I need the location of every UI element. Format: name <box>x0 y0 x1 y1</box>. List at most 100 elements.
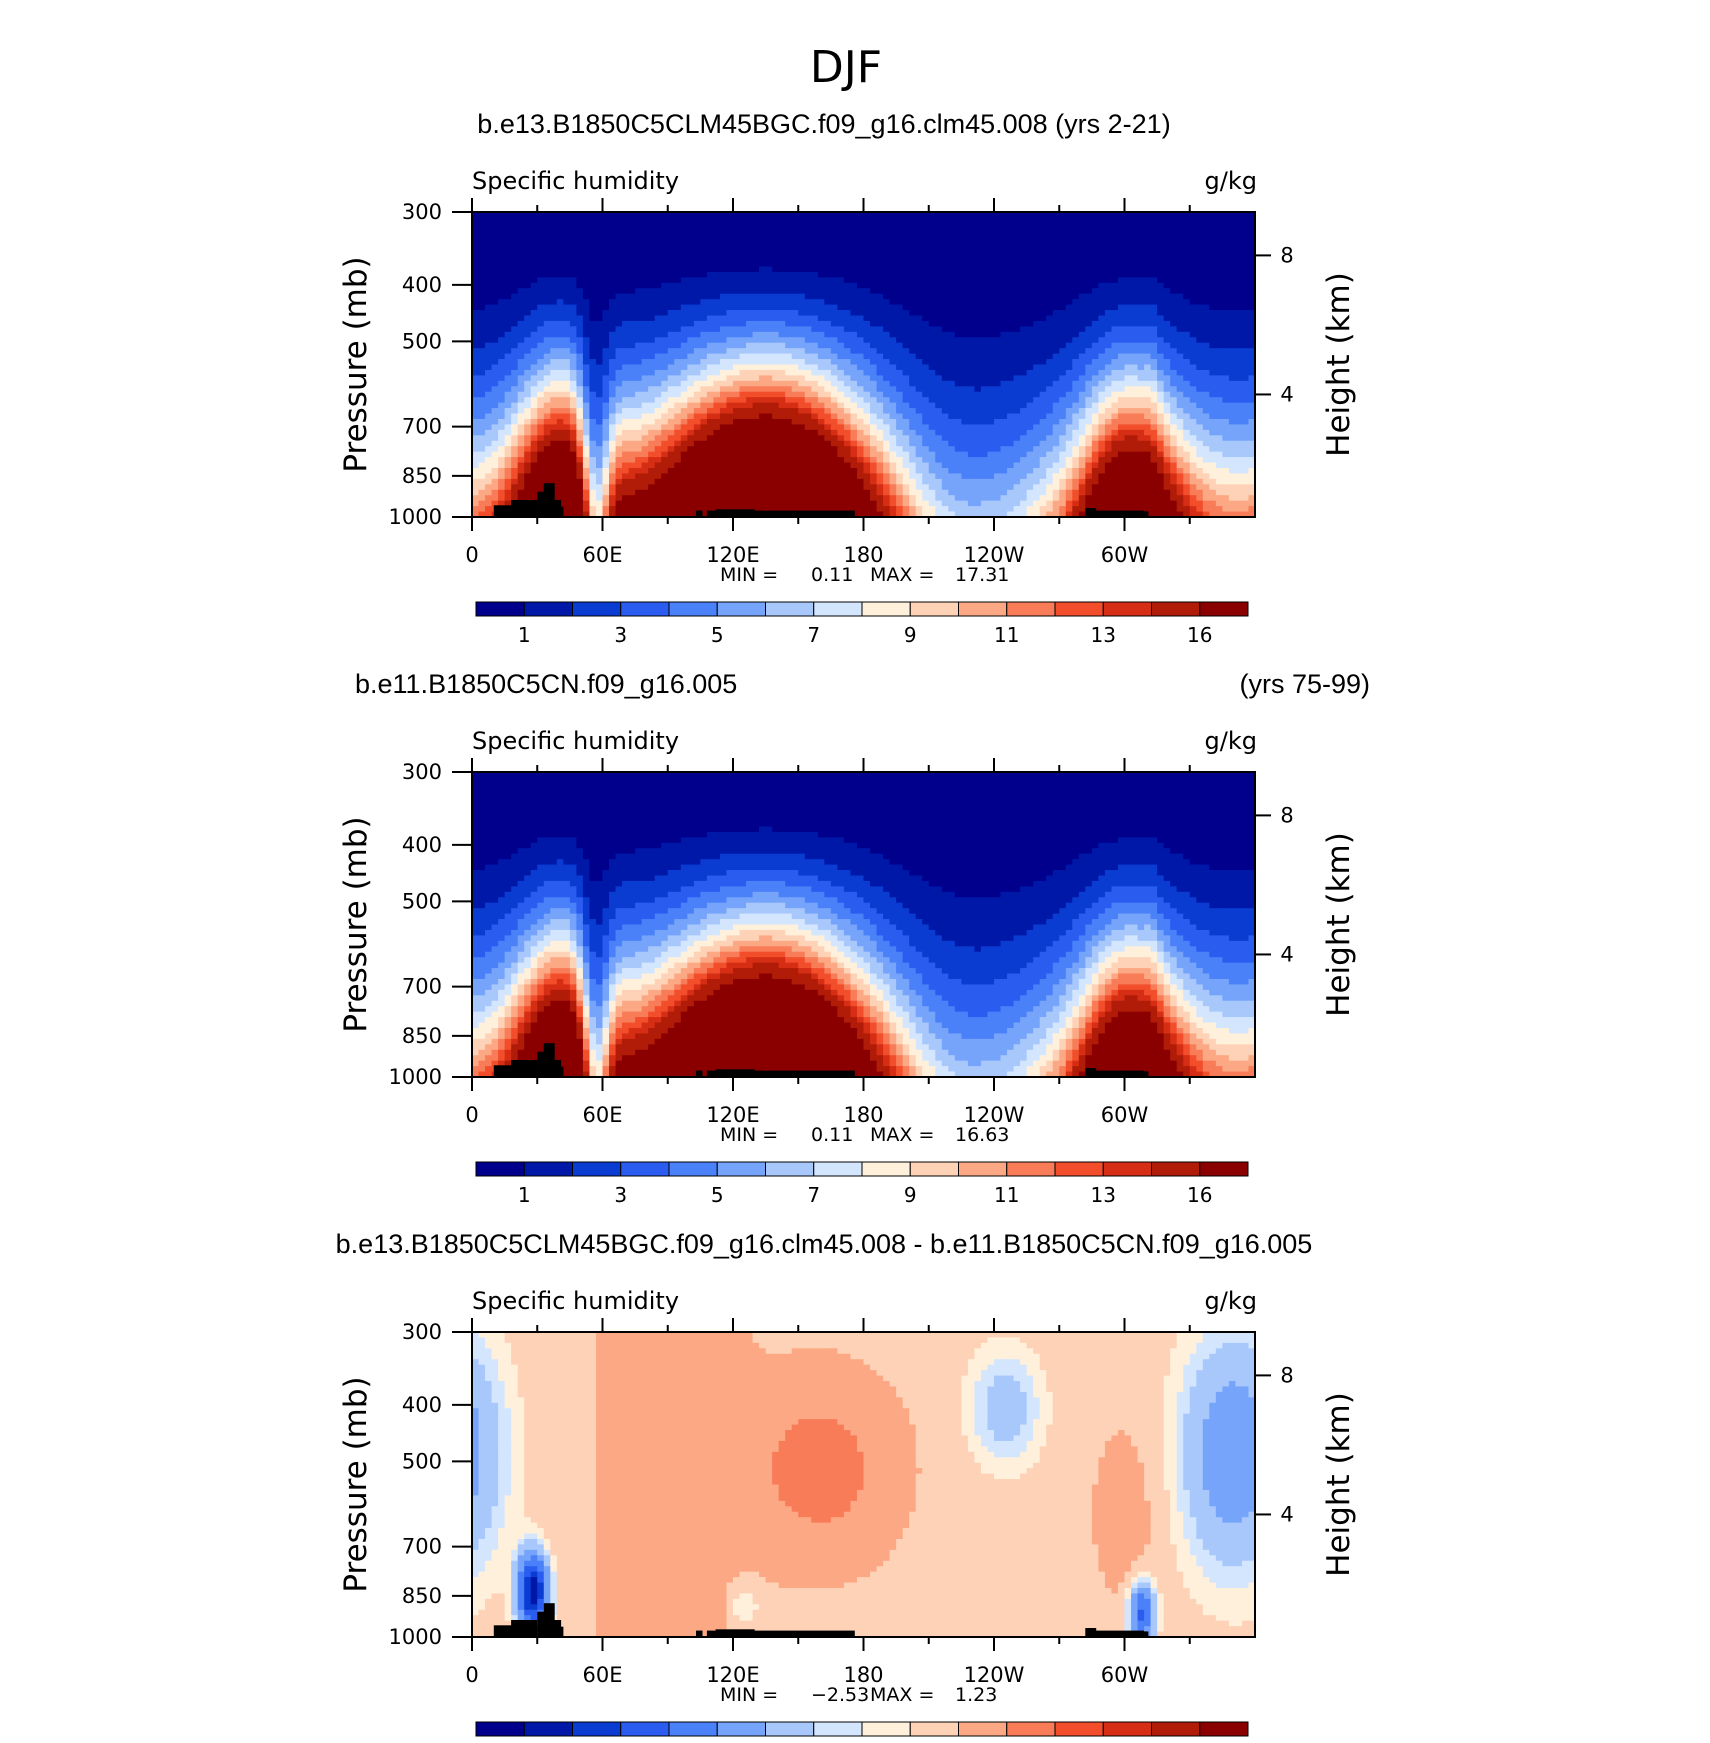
colorbar-label: 11 <box>994 1183 1019 1207</box>
x-tick-label: 120W <box>964 543 1025 567</box>
max-value: 1.23 <box>955 1684 997 1706</box>
colorbar-label: 3 <box>614 623 627 647</box>
y-tick-label: 1000 <box>389 1625 442 1649</box>
x-tick-label: 0 <box>465 1663 478 1687</box>
land-block <box>706 1630 855 1637</box>
land-block <box>552 1066 564 1077</box>
y-right-tick-label: 4 <box>1280 382 1293 406</box>
y-tick-label: 400 <box>402 1393 442 1417</box>
colorbar-label: 5 <box>711 1183 724 1207</box>
land-block <box>706 1070 855 1077</box>
colorbar-label: 9 <box>904 1183 917 1207</box>
x-tick-label: 180 <box>843 543 883 567</box>
colorbar-label: 11 <box>994 623 1019 647</box>
x-tick-label: 60E <box>583 1663 623 1687</box>
land-block <box>511 1620 538 1637</box>
colorbar-swatch <box>620 1161 670 1177</box>
colorbar-swatch <box>861 1721 911 1737</box>
y-axis-label-right: Height (km) <box>1321 832 1357 1017</box>
x-tick-label: 60W <box>1101 1103 1149 1127</box>
panel-title: b.e13.B1850C5CLM45BGC.f09_g16.clm45.008 … <box>336 1229 1313 1259</box>
colorbar-swatch <box>1054 1161 1104 1177</box>
x-tick-label: 0 <box>465 543 478 567</box>
x-tick-label: 120E <box>706 1663 759 1687</box>
y-tick-label: 400 <box>402 273 442 297</box>
colorbar-swatch <box>1054 1721 1104 1737</box>
chart-panel: b.e13.B1850C5CLM45BGC.f09_g16.clm45.008 … <box>336 1229 1357 1737</box>
contour-field <box>472 1332 1255 1637</box>
x-tick-label: 120E <box>706 1103 759 1127</box>
land-block <box>1115 1631 1149 1637</box>
colorbar-swatch <box>716 1161 766 1177</box>
contour-field <box>472 212 1255 517</box>
colorbar-swatch <box>475 1721 525 1737</box>
units-label: g/kg <box>1205 167 1257 195</box>
colorbar-swatch <box>861 601 911 617</box>
y-tick-label: 300 <box>402 200 442 224</box>
y-axis-label: Pressure (mb) <box>338 816 374 1032</box>
min-label: MIN = <box>720 1684 778 1706</box>
land-block <box>696 1630 703 1637</box>
variable-label: Specific humidity <box>472 727 679 755</box>
colorbar-swatch <box>1006 1161 1056 1177</box>
colorbar-swatch <box>716 1721 766 1737</box>
colorbar-swatch <box>909 1161 959 1177</box>
max-label: MAX = <box>870 1124 934 1146</box>
colorbar-swatch <box>523 1161 573 1177</box>
max-value: 17.31 <box>955 564 1009 586</box>
panel-title-left: b.e11.B1850C5CN.f09_g16.005 <box>355 669 737 699</box>
topography-mask <box>493 1043 1149 1077</box>
y-right-tick-label: 8 <box>1280 803 1293 827</box>
land-block <box>1115 511 1149 517</box>
colorbar-swatch <box>668 1161 718 1177</box>
chart-panel: b.e13.B1850C5CLM45BGC.f09_g16.clm45.008 … <box>338 109 1357 647</box>
colorbar-swatch <box>523 1721 573 1737</box>
land-block <box>715 1069 755 1077</box>
colorbar-label: 3 <box>614 1183 627 1207</box>
colorbar-swatch <box>1006 1721 1056 1737</box>
max-label: MAX = <box>870 1684 934 1706</box>
panel-title: b.e13.B1850C5CLM45BGC.f09_g16.clm45.008 … <box>477 109 1170 139</box>
min-label: MIN = <box>720 564 778 586</box>
colorbar-swatch <box>1151 1161 1201 1177</box>
land-block <box>696 1070 703 1077</box>
colorbar-swatch <box>668 601 718 617</box>
colorbar-swatch <box>813 601 863 617</box>
variable-label: Specific humidity <box>472 167 679 195</box>
max-label: MAX = <box>870 564 934 586</box>
colorbar-label: 7 <box>807 623 820 647</box>
variable-label: Specific humidity <box>472 1287 679 1315</box>
colorbar-swatch <box>909 1721 959 1737</box>
y-tick-label: 1000 <box>389 1065 442 1089</box>
colorbar-swatch <box>958 601 1008 617</box>
colorbar-swatch <box>909 601 959 617</box>
colorbar-label: 13 <box>1091 623 1116 647</box>
colorbar-swatch <box>765 1161 815 1177</box>
colorbar-swatch <box>572 1161 622 1177</box>
colorbar-swatch <box>523 601 573 617</box>
land-block <box>1085 508 1097 517</box>
y-axis-label-right: Height (km) <box>1321 1392 1357 1577</box>
colorbar-label: 16 <box>1187 1183 1212 1207</box>
colorbar-swatch <box>1199 1721 1249 1737</box>
colorbar-swatch <box>1199 601 1249 617</box>
land-block <box>1115 1071 1149 1077</box>
y-tick-label: 850 <box>402 1584 442 1608</box>
colorbar-label: 7 <box>807 1183 820 1207</box>
colorbar-swatch <box>1054 601 1104 617</box>
y-tick-label: 400 <box>402 833 442 857</box>
colorbar-swatch <box>861 1161 911 1177</box>
land-block <box>511 500 538 517</box>
y-tick-label: 300 <box>402 760 442 784</box>
colorbar-swatch <box>620 601 670 617</box>
chart-panel: b.e11.B1850C5CN.f09_g16.005 (yrs 75-99) Sp… <box>338 669 1370 1207</box>
colorbar-swatch <box>1006 601 1056 617</box>
y-tick-label: 500 <box>402 329 442 353</box>
colorbar-label: 1 <box>518 1183 531 1207</box>
topography-mask <box>493 483 1149 517</box>
land-block <box>696 510 703 517</box>
colorbar-swatch <box>716 601 766 617</box>
colorbar-swatch <box>813 1161 863 1177</box>
colorbar-label: 9 <box>904 623 917 647</box>
